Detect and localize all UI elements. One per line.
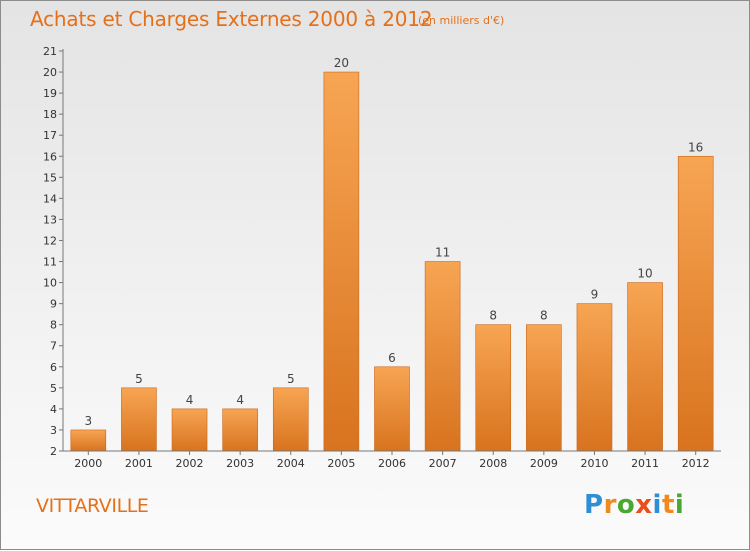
bar-2007 (424, 261, 461, 452)
y-tick-label: 4 (50, 403, 57, 416)
bar-2012 (677, 155, 714, 452)
chart-title: Achats et Charges Externes 2000 à 2012 (30, 7, 433, 31)
y-tick-label: 19 (43, 87, 57, 100)
x-tick-label: 2008 (479, 457, 507, 470)
bar-2001 (121, 387, 157, 452)
chart-subtitle: (en milliers d'€) (418, 14, 505, 27)
city-name: VITTARVILLE (36, 495, 149, 517)
logo-letter: i (652, 490, 662, 520)
x-tick-label: 2001 (125, 457, 153, 470)
bar-value-label: 8 (540, 309, 548, 323)
y-tick-label: 16 (43, 150, 57, 163)
y-tick-label: 21 (43, 45, 57, 58)
bar-2006 (374, 366, 410, 452)
x-tick-label: 2012 (682, 457, 710, 470)
bar-2011 (627, 282, 663, 452)
x-tick-label: 2005 (327, 457, 355, 470)
bar-value-label: 5 (287, 372, 295, 386)
x-tick-label: 2004 (277, 457, 305, 470)
y-tick-label: 5 (50, 382, 57, 395)
y-tick-label: 11 (43, 256, 57, 269)
logo-letter: o (616, 490, 636, 520)
y-tick-label: 9 (50, 298, 57, 311)
bar-value-label: 11 (435, 246, 450, 260)
x-tick-label: 2009 (530, 457, 558, 470)
bar-2002 (171, 408, 208, 452)
bar-2003 (222, 408, 258, 452)
y-tick-label: 18 (43, 108, 57, 121)
bar-2010 (576, 303, 613, 452)
bar-value-label: 3 (84, 414, 92, 428)
bar-value-label: 9 (591, 288, 599, 302)
y-tick-label: 20 (43, 66, 57, 79)
x-tick-label: 2002 (176, 457, 204, 470)
y-tick-label: 13 (43, 213, 57, 226)
logo-letter: r (603, 490, 617, 520)
bar-value-label: 8 (489, 309, 497, 323)
bar-value-label: 20 (334, 56, 349, 70)
bar-value-label: 10 (637, 267, 652, 281)
logo-letter: t (661, 490, 675, 520)
bar-value-label: 4 (236, 393, 244, 407)
y-tick-label: 15 (43, 171, 57, 184)
logo-letter: P (584, 490, 604, 520)
logo-letter: x (635, 490, 653, 520)
bar-value-label: 16 (688, 140, 703, 154)
y-tick-label: 6 (50, 361, 57, 374)
bar-2005 (323, 71, 360, 452)
y-tick-label: 17 (43, 129, 57, 142)
bar-2004 (272, 387, 309, 452)
x-tick-label: 2010 (580, 457, 608, 470)
proxiti-logo: Proxiti (584, 490, 684, 520)
y-tick-label: 7 (50, 340, 57, 353)
x-tick-label: 2011 (631, 457, 659, 470)
y-tick-label: 12 (43, 234, 57, 247)
y-tick-label: 2 (50, 445, 57, 458)
bar-value-label: 4 (186, 393, 194, 407)
x-tick-label: 2000 (74, 457, 102, 470)
bar-value-label: 5 (135, 372, 143, 386)
x-tick-label: 2003 (226, 457, 254, 470)
logo-letter: i (674, 490, 685, 520)
x-tick-label: 2007 (429, 457, 457, 470)
bar-2008 (475, 324, 512, 452)
y-tick-label: 3 (50, 424, 57, 437)
y-tick-label: 14 (43, 192, 57, 205)
bar-2000 (70, 429, 107, 452)
y-tick-label: 10 (43, 277, 57, 290)
bar-value-label: 6 (388, 351, 396, 365)
x-tick-label: 2006 (378, 457, 406, 470)
bar-2009 (526, 324, 562, 452)
y-tick-label: 8 (50, 319, 57, 332)
